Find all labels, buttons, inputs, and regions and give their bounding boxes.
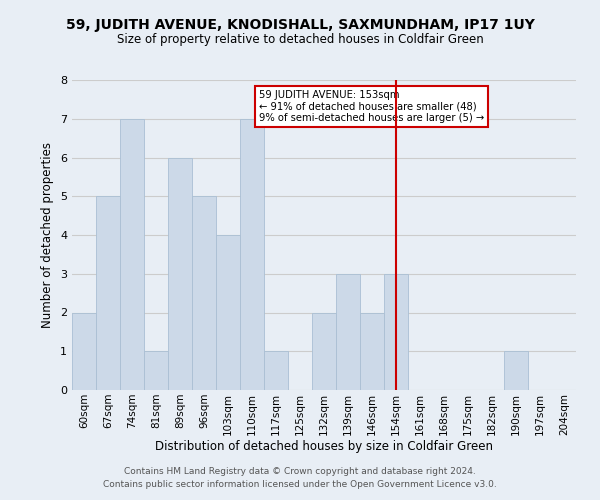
Bar [384,274,408,390]
Bar [192,196,216,390]
Bar [168,158,192,390]
Y-axis label: Number of detached properties: Number of detached properties [41,142,55,328]
Bar [264,351,288,390]
Text: 59, JUDITH AVENUE, KNODISHALL, SAXMUNDHAM, IP17 1UY: 59, JUDITH AVENUE, KNODISHALL, SAXMUNDHA… [65,18,535,32]
Bar [336,274,360,390]
Text: 59 JUDITH AVENUE: 153sqm
← 91% of detached houses are smaller (48)
9% of semi-de: 59 JUDITH AVENUE: 153sqm ← 91% of detach… [259,90,484,123]
Bar [312,312,336,390]
Bar [240,118,264,390]
Text: Contains public sector information licensed under the Open Government Licence v3: Contains public sector information licen… [103,480,497,489]
Text: Size of property relative to detached houses in Coldfair Green: Size of property relative to detached ho… [116,32,484,46]
Bar [360,312,384,390]
Bar [120,118,144,390]
Bar [144,351,168,390]
Bar [72,312,96,390]
Bar [504,351,528,390]
X-axis label: Distribution of detached houses by size in Coldfair Green: Distribution of detached houses by size … [155,440,493,454]
Bar [216,235,240,390]
Bar [96,196,120,390]
Text: Contains HM Land Registry data © Crown copyright and database right 2024.: Contains HM Land Registry data © Crown c… [124,467,476,476]
